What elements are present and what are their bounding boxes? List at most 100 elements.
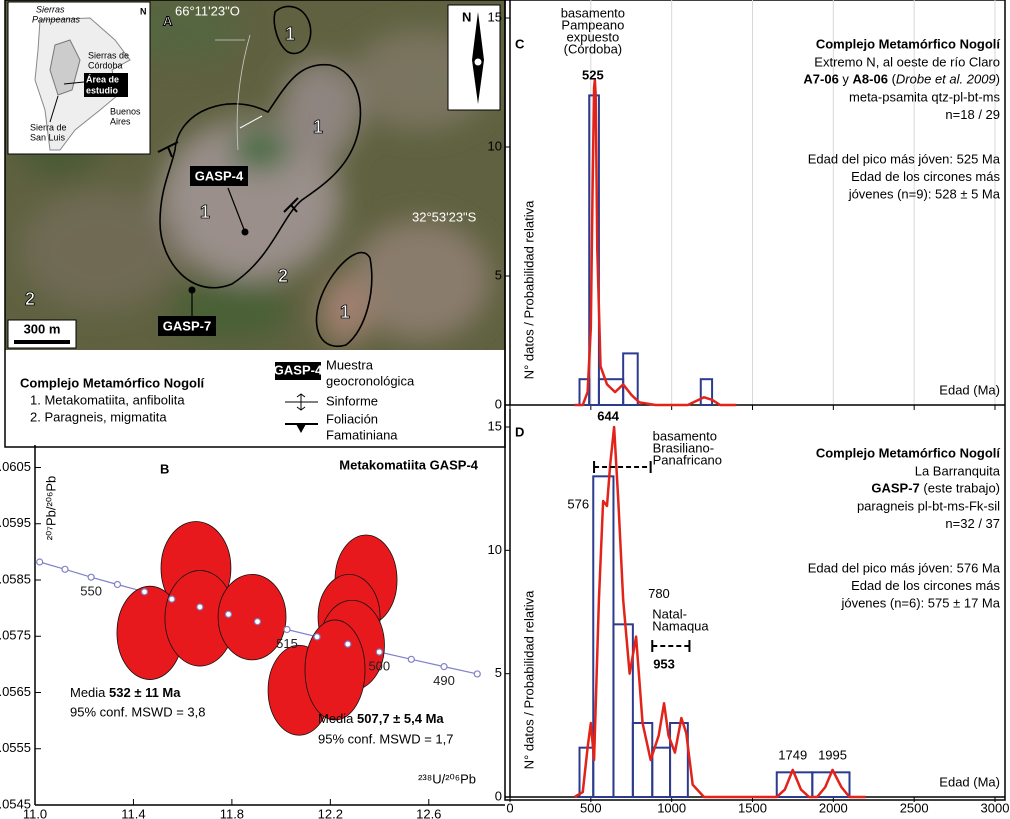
probability-curve: [574, 425, 866, 799]
text-segment: (este trabajo): [920, 481, 1000, 496]
annotation: 95% conf. MSWD = 1,7: [318, 731, 453, 746]
x-tick-label: 1500: [738, 800, 767, 815]
legend-item: 1. Metakomatiita, anfibolita: [30, 392, 185, 407]
description: paragneis pl-bt-ms-Fk-sil: [857, 498, 1000, 513]
age-summary: Edad del pico más jóven: 525 Ma: [808, 151, 1001, 166]
age-summary: jóvenes (n=9): 528 ± 5 Ma: [848, 186, 1001, 201]
concordia-marker: [140, 588, 149, 596]
y-tick-label: 0.0575: [0, 628, 31, 643]
inset-label: Sierras de: [88, 50, 129, 60]
legend-badge-label: GASP-4: [274, 362, 323, 377]
inset-label: estudio: [86, 85, 119, 95]
description: meta-psamita qtz-pl-bt-ms: [849, 89, 1000, 104]
text-segment: y: [839, 72, 853, 87]
concordia-marker: [283, 625, 291, 634]
text-segment: 532 ± 11 Ma: [109, 685, 181, 700]
annotation: Media 507,7 ± 5,4 Ma: [318, 711, 444, 726]
age-summary: Edad de los circones más: [851, 169, 1000, 184]
inset-north: N: [140, 6, 147, 16]
note-text: Natal-: [652, 606, 687, 621]
y-tick-label: 0: [495, 788, 502, 803]
x-tick-label: 1000: [657, 800, 686, 815]
text-segment: (: [888, 72, 897, 87]
inset-label: San Luis: [30, 132, 66, 142]
structure-symbols: [157, 115, 299, 213]
age-summary: Edad de los circones más: [851, 578, 1000, 593]
age-label: 515: [276, 636, 298, 651]
concordia-marker: [36, 558, 44, 566]
y-tick-label: 5: [495, 267, 502, 282]
peak-label: 953: [653, 657, 675, 672]
sample-pointer: [227, 187, 246, 233]
age-label: 490: [433, 673, 455, 688]
text-segment: GASP-7: [871, 481, 919, 496]
legend-item: Sinforme: [326, 393, 378, 408]
note-text: (Córdoba): [564, 41, 623, 56]
note-text: Namaqua: [652, 618, 709, 633]
y-tick-label: 10: [488, 542, 502, 557]
x-axis-label: Edad (Ma): [939, 774, 1000, 789]
x-tick-label: 0: [506, 800, 513, 815]
text-segment: Media: [70, 685, 109, 700]
description: GASP-7 (este trabajo): [871, 481, 1000, 496]
y-axis-label: N° datos / Probabilidad relativa: [521, 590, 536, 769]
legend-synform: [285, 393, 318, 411]
x-tick-label: 12.2: [318, 806, 343, 819]
bar: [699, 378, 714, 407]
chart-title: Metakomatiita GASP-4: [339, 457, 478, 472]
y-axis-label: N° datos / Probabilidad relativa: [521, 200, 536, 379]
legend-badge: [275, 362, 321, 380]
text-segment: 507,7 ± 5,4 Ma: [357, 711, 444, 726]
y-tick-label: 0.0545: [0, 796, 31, 811]
note-text: expuesto: [566, 29, 619, 44]
panel-label: A: [163, 13, 173, 28]
text-segment: ): [996, 72, 1000, 87]
age-summary: jóvenes (n=6): 575 ± 17 Ma: [840, 595, 1000, 610]
sample-tag: [158, 316, 216, 336]
panel-label: B: [160, 461, 169, 476]
x-tick-label: 12.6: [416, 806, 441, 819]
bar: [631, 722, 654, 798]
legend-item: Famatiniana: [326, 427, 398, 442]
legend-foliation: [285, 423, 318, 433]
concordia-marker: [61, 565, 69, 573]
concordia-marker: [113, 580, 122, 589]
sample-label: GASP-4: [195, 168, 244, 183]
y-tick-label: 0.0555: [0, 740, 31, 755]
north-label: N: [462, 9, 471, 24]
unit-label: 1: [200, 202, 210, 222]
concordia-marker: [224, 610, 233, 618]
y-tick-label: 10: [488, 138, 502, 153]
y-tick-label: 0.0595: [0, 515, 31, 530]
age-label: 550: [80, 584, 102, 599]
peak-label: 576: [567, 496, 589, 511]
x-tick-label: 11.8: [220, 806, 244, 819]
chart-title: Complejo Metamórfico Nogolí: [816, 445, 1001, 460]
unit-outlines: [159, 5, 373, 348]
inset-label: Área de: [86, 74, 119, 84]
annotation: 95% conf. MSWD = 3,8: [70, 704, 205, 719]
panel-label: C: [515, 36, 525, 51]
coordinate: 66°11'23"O: [175, 3, 240, 18]
text-segment: Media: [318, 711, 357, 726]
y-tick-label: 0.0585: [0, 571, 31, 586]
concordia-marker: [196, 603, 204, 611]
bar: [597, 378, 625, 407]
legend-item: 2. Paragneis, migmatita: [30, 409, 167, 424]
inset-label: Buenos: [110, 106, 141, 116]
y-tick-label: 5: [495, 665, 502, 680]
y-tick-label: 0: [495, 396, 502, 411]
y-tick-label: 15: [488, 9, 502, 24]
concordia-marker: [375, 648, 383, 656]
peak-label: 780: [648, 586, 670, 601]
inset-study-box: [84, 73, 128, 97]
peak-label: 1995: [818, 747, 847, 762]
bar: [651, 746, 672, 799]
note-text: basamento: [561, 5, 625, 20]
x-axis-label: Edad (Ma): [939, 382, 1000, 397]
concordia-marker: [407, 655, 415, 663]
description: n=18 / 29: [945, 107, 1000, 122]
peak-label: 1749: [778, 747, 807, 762]
inset-label: Sierras: [36, 4, 65, 14]
